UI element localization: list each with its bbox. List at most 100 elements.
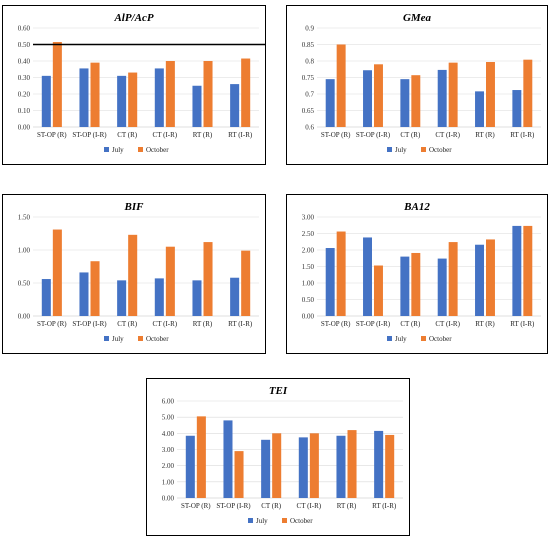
chart-panel-gmea: GMea 0.6 0.65 0.7 0.75 0.8 0.85 0.9 ST-OP (R) ST-…	[286, 5, 548, 165]
chart-svg: BA12 0.00 0.50 1.00 1.50 2.00 2.50 3.00 ST-OP (R…	[302, 201, 541, 343]
y-tick-label: 1.50	[302, 263, 315, 271]
y-tick-label: 1.00	[162, 478, 175, 486]
bar-october-rt-i-r	[241, 250, 251, 316]
x-category-label: CT (I-R)	[153, 320, 178, 328]
bar-october-rt-i-r	[523, 225, 533, 316]
y-tick-label: 0.10	[18, 107, 31, 115]
x-category-label: CT (I-R)	[153, 131, 178, 139]
x-category-label: RT (I-R)	[228, 320, 253, 328]
bar-july-st-op-r	[325, 248, 335, 316]
y-tick-label: 0.65	[302, 107, 315, 115]
bar-october-st-op-i-r	[374, 64, 383, 127]
bar-july-st-op-r	[41, 279, 51, 316]
bar-july-st-op-i-r	[363, 70, 372, 127]
bar-july-ct-r	[400, 79, 410, 127]
x-category-label: RT (I-R)	[510, 131, 535, 139]
bar-july-st-op-i-r	[79, 68, 89, 127]
bar-july-rt-i-r	[374, 430, 384, 498]
legend-label-july: July	[395, 146, 407, 154]
bar-october-ct-r	[128, 234, 138, 316]
y-tick-label: 4.00	[162, 430, 175, 438]
legend-label-july: July	[112, 146, 124, 154]
x-category-label: ST-OP (I-R)	[356, 131, 391, 139]
bar-october-ct-i-r	[448, 62, 458, 127]
chart-svg: GMea 0.6 0.65 0.7 0.75 0.8 0.85 0.9 ST-OP (R) ST-…	[302, 12, 541, 154]
bar-october-st-op-i-r	[374, 265, 383, 316]
x-category-label: ST-OP (I-R)	[72, 320, 107, 328]
bar-october-rt-r	[486, 239, 495, 316]
x-category-label: RT (R)	[475, 131, 495, 139]
bar-july-ct-i-r	[298, 437, 308, 498]
x-category-label: CT (I-R)	[435, 320, 460, 328]
y-tick-label: 0.7	[305, 91, 314, 99]
bar-october-st-op-r	[52, 42, 62, 127]
x-category-label: CT (R)	[117, 131, 138, 139]
y-tick-label: 0.9	[305, 25, 314, 33]
y-tick-label: 0.20	[18, 91, 31, 99]
bar-july-ct-r	[117, 280, 127, 316]
bar-july-rt-r	[336, 435, 346, 498]
bar-october-rt-i-r	[523, 59, 533, 127]
bar-july-rt-r	[475, 244, 484, 316]
y-tick-label: 0.50	[18, 280, 31, 288]
chart-title: GMea	[403, 12, 432, 24]
y-tick-label: 3.00	[162, 446, 175, 454]
legend-label-october: October	[429, 335, 452, 343]
y-tick-label: 0.40	[18, 58, 31, 66]
chart-title: AlP/AcP	[113, 12, 153, 24]
legend-label-october: October	[146, 335, 169, 343]
bar-july-st-op-r	[325, 79, 335, 127]
y-tick-label: 1.50	[18, 214, 31, 222]
chart-svg: AlP/AcP 0.00 0.10 0.20 0.30 0.40 0.50 0.60 ST-OP…	[18, 12, 265, 154]
chart-panel-tei: TEI 0.00 1.00 2.00 3.00 4.00 5.00 6.00 ST-OP (R)…	[146, 378, 410, 536]
bar-july-st-op-i-r	[79, 272, 89, 316]
x-category-label: CT (R)	[117, 320, 138, 328]
bar-october-st-op-r	[336, 44, 346, 127]
bar-october-rt-i-r	[385, 434, 395, 498]
y-tick-label: 5.00	[162, 414, 175, 422]
y-tick-label: 2.50	[302, 230, 315, 238]
bar-october-ct-r	[411, 75, 421, 127]
x-category-label: RT (R)	[193, 320, 213, 328]
bar-july-ct-i-r	[154, 278, 164, 316]
bar-july-ct-i-r	[437, 258, 447, 316]
chart-panel-ba12: BA12 0.00 0.50 1.00 1.50 2.00 2.50 3.00 ST-OP (R…	[286, 194, 548, 354]
x-category-label: CT (I-R)	[435, 131, 460, 139]
bar-july-ct-i-r	[154, 68, 164, 127]
legend-swatch-october	[138, 336, 143, 341]
x-category-label: ST-OP (R)	[181, 502, 211, 510]
x-category-label: RT (R)	[337, 502, 357, 510]
chart-title: TEI	[269, 385, 288, 397]
legend-swatch-july	[104, 336, 109, 341]
y-tick-label: 0.00	[18, 313, 31, 321]
y-tick-label: 0.50	[302, 296, 315, 304]
chart-svg: TEI 0.00 1.00 2.00 3.00 4.00 5.00 6.00 ST-OP (R)…	[162, 385, 403, 525]
bar-october-st-op-r	[52, 229, 62, 316]
y-tick-label: 0.00	[18, 124, 31, 132]
legend-label-july: July	[256, 517, 268, 525]
y-tick-label: 0.30	[18, 74, 31, 82]
legend-label-october: October	[429, 146, 452, 154]
x-category-label: ST-OP (R)	[321, 320, 351, 328]
legend-swatch-october	[282, 518, 287, 523]
bar-october-ct-r	[411, 252, 421, 316]
bar-october-ct-i-r	[309, 433, 319, 498]
bar-july-ct-r	[117, 75, 127, 127]
x-category-label: CT (I-R)	[297, 502, 322, 510]
bar-july-ct-i-r	[437, 69, 447, 127]
y-tick-label: 6.00	[162, 398, 175, 406]
legend-label-july: July	[112, 335, 124, 343]
x-category-label: RT (R)	[193, 131, 213, 139]
legend-label-july: July	[395, 335, 407, 343]
bar-october-ct-i-r	[448, 242, 458, 316]
x-category-label: RT (I-R)	[372, 502, 397, 510]
y-tick-label: 1.00	[18, 247, 31, 255]
y-tick-label: 0.6	[305, 124, 314, 132]
bar-october-st-op-i-r	[90, 261, 100, 316]
bar-july-rt-i-r	[512, 225, 522, 316]
y-tick-label: 0.00	[302, 313, 315, 321]
chart-title: BIF	[124, 201, 145, 213]
x-category-label: RT (I-R)	[228, 131, 253, 139]
legend-label-october: October	[146, 146, 169, 154]
x-category-label: ST-OP (I-R)	[216, 502, 251, 510]
